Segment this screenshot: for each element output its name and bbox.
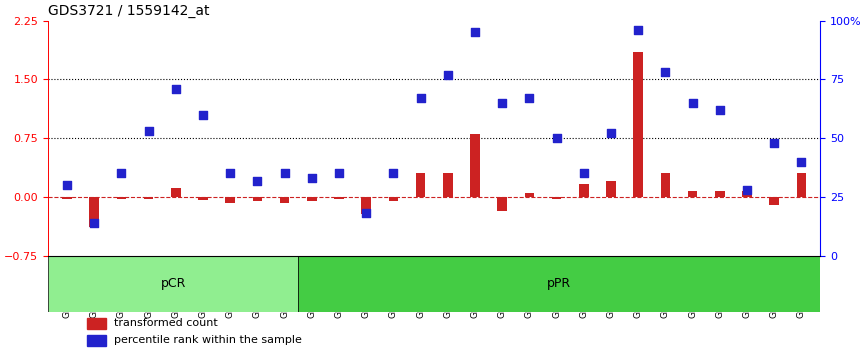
Bar bbox=[688, 192, 697, 197]
Point bbox=[550, 135, 564, 141]
Bar bbox=[298, 256, 820, 312]
Bar bbox=[606, 181, 616, 197]
Bar bbox=[87, 318, 106, 329]
Bar bbox=[307, 197, 317, 201]
Point bbox=[658, 69, 672, 75]
Point bbox=[386, 171, 400, 176]
Point bbox=[250, 178, 264, 183]
Bar bbox=[797, 173, 806, 197]
Bar bbox=[389, 197, 398, 201]
Point bbox=[740, 187, 754, 193]
Point bbox=[414, 95, 428, 101]
Text: percentile rank within the sample: percentile rank within the sample bbox=[113, 336, 301, 346]
Text: disease state: disease state bbox=[0, 353, 1, 354]
Bar bbox=[280, 197, 289, 203]
Bar bbox=[48, 256, 298, 312]
Bar bbox=[62, 197, 72, 199]
Bar bbox=[742, 191, 752, 197]
Bar bbox=[334, 197, 344, 199]
Point bbox=[305, 175, 319, 181]
Point bbox=[60, 182, 74, 188]
Point bbox=[223, 171, 237, 176]
Bar bbox=[497, 197, 507, 211]
Text: GDS3721 / 1559142_at: GDS3721 / 1559142_at bbox=[48, 4, 210, 18]
Text: pPR: pPR bbox=[547, 278, 572, 291]
Bar bbox=[198, 197, 208, 200]
Point bbox=[441, 72, 455, 78]
Point bbox=[169, 86, 183, 92]
Point bbox=[522, 95, 536, 101]
Bar bbox=[416, 173, 425, 197]
Point bbox=[631, 27, 645, 33]
Bar bbox=[715, 191, 725, 197]
Bar bbox=[634, 52, 643, 197]
Point bbox=[333, 171, 346, 176]
Point bbox=[278, 171, 292, 176]
Bar bbox=[144, 197, 153, 199]
Point bbox=[686, 100, 700, 106]
Bar bbox=[225, 197, 235, 203]
Bar bbox=[443, 173, 453, 197]
Bar bbox=[117, 197, 126, 199]
Point bbox=[359, 211, 373, 216]
Point bbox=[713, 107, 727, 113]
Point bbox=[196, 112, 210, 118]
Bar bbox=[525, 193, 534, 197]
Bar bbox=[552, 197, 561, 199]
Point bbox=[469, 29, 482, 35]
Point bbox=[577, 171, 591, 176]
Point bbox=[604, 131, 618, 136]
Point bbox=[767, 140, 781, 146]
Bar bbox=[89, 197, 99, 227]
Point bbox=[495, 100, 509, 106]
Point bbox=[142, 128, 156, 134]
Text: transformed count: transformed count bbox=[113, 319, 217, 329]
Point bbox=[87, 220, 101, 225]
Bar bbox=[171, 188, 181, 197]
Bar bbox=[361, 197, 371, 214]
Bar bbox=[253, 197, 262, 201]
Text: pCR: pCR bbox=[160, 278, 186, 291]
Bar bbox=[770, 197, 779, 205]
Bar bbox=[87, 335, 106, 346]
Point bbox=[114, 171, 128, 176]
Bar bbox=[579, 184, 589, 197]
Point bbox=[794, 159, 808, 165]
Bar bbox=[661, 173, 670, 197]
Bar bbox=[470, 134, 480, 197]
